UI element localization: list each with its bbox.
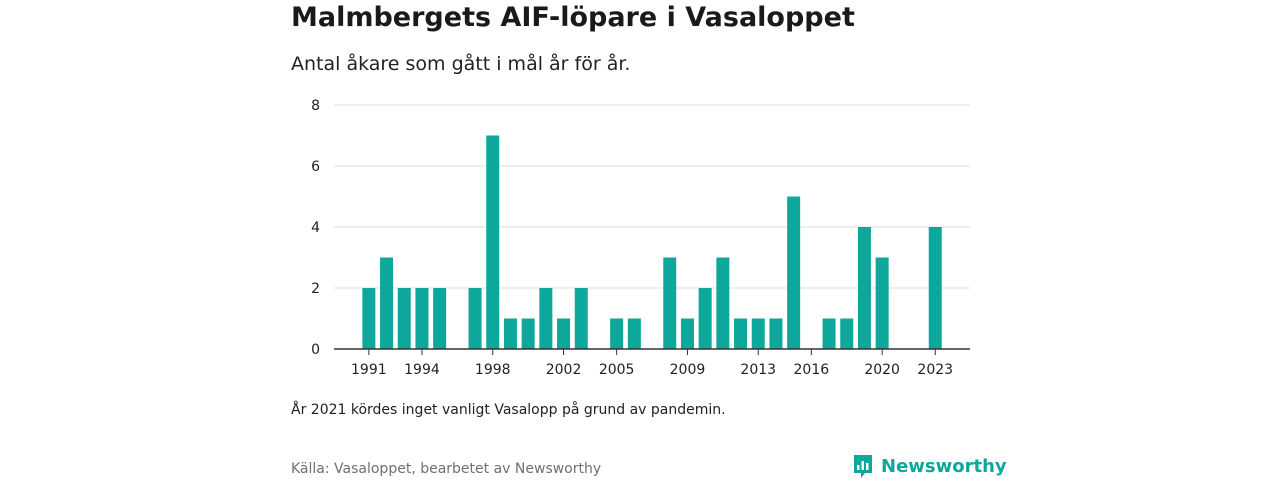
bar-2005	[610, 318, 624, 349]
y-tick-label: 6	[311, 159, 320, 175]
bar-2008	[663, 257, 677, 349]
x-tick-label: 1998	[475, 362, 511, 378]
y-tick-label: 2	[311, 281, 320, 297]
x-tick-label: 2009	[670, 362, 706, 378]
bar-2014	[769, 318, 783, 349]
bar-2017	[822, 318, 836, 349]
bar-1997	[468, 288, 482, 349]
y-axis-ticks: 0 2 4 6 8	[311, 98, 320, 358]
bar-2020	[875, 257, 889, 349]
bars	[362, 135, 942, 349]
chart-note: År 2021 kördes inget vanligt Vasalopp på…	[291, 402, 726, 418]
y-tick-label: 4	[311, 220, 320, 236]
bar-2012	[734, 318, 748, 349]
bar-2001	[539, 288, 553, 349]
bar-1992	[380, 257, 394, 349]
bar-2011	[716, 257, 730, 349]
bar-2010	[698, 288, 712, 349]
bar-2019	[857, 227, 871, 349]
bar-1994	[415, 288, 429, 349]
gridlines	[334, 104, 970, 289]
bar-2018	[840, 318, 854, 349]
bar-2013	[751, 318, 765, 349]
bar-1998	[486, 135, 500, 349]
bar-chart: 0 2 4 6 8 1991 1994 1998 2002 2005 2009 2013 2016 20…	[311, 98, 970, 378]
bar-2006	[627, 318, 641, 349]
x-tick-label: 2020	[864, 362, 900, 378]
x-axis-ticks: 1991 1994 1998 2002 2005 2009 2013 2016 2020 2023	[351, 349, 953, 378]
bar-2003	[574, 288, 588, 349]
newsworthy-logo[interactable]: Newsworthy	[852, 452, 1007, 480]
source-text: Källa: Vasaloppet, bearbetet av Newswort…	[291, 461, 602, 477]
bar-1999	[503, 318, 517, 349]
x-tick-label: 1991	[351, 362, 387, 378]
x-tick-label: 2023	[917, 362, 953, 378]
bar-2009	[680, 318, 694, 349]
bar-1993	[397, 288, 411, 349]
x-tick-label: 2016	[794, 362, 830, 378]
y-tick-label: 8	[311, 98, 320, 114]
chart-subtitle: Antal åkare som gått i mål år för år.	[291, 53, 631, 75]
newsworthy-bar-icon	[854, 455, 872, 478]
logo-text: Newsworthy	[881, 455, 1007, 477]
bar-1991	[362, 288, 376, 349]
bar-2015	[787, 196, 801, 349]
x-tick-label: 2005	[599, 362, 635, 378]
chart-title: Malmbergets AIF-löpare i Vasaloppet	[291, 2, 855, 33]
x-tick-label: 2002	[546, 362, 582, 378]
x-tick-label: 2013	[740, 362, 776, 378]
bar-2000	[521, 318, 535, 349]
bar-1995	[433, 288, 447, 349]
x-tick-label: 1994	[404, 362, 440, 378]
bar-2023	[928, 227, 942, 349]
y-tick-label: 0	[311, 342, 320, 358]
bar-2002	[557, 318, 571, 349]
